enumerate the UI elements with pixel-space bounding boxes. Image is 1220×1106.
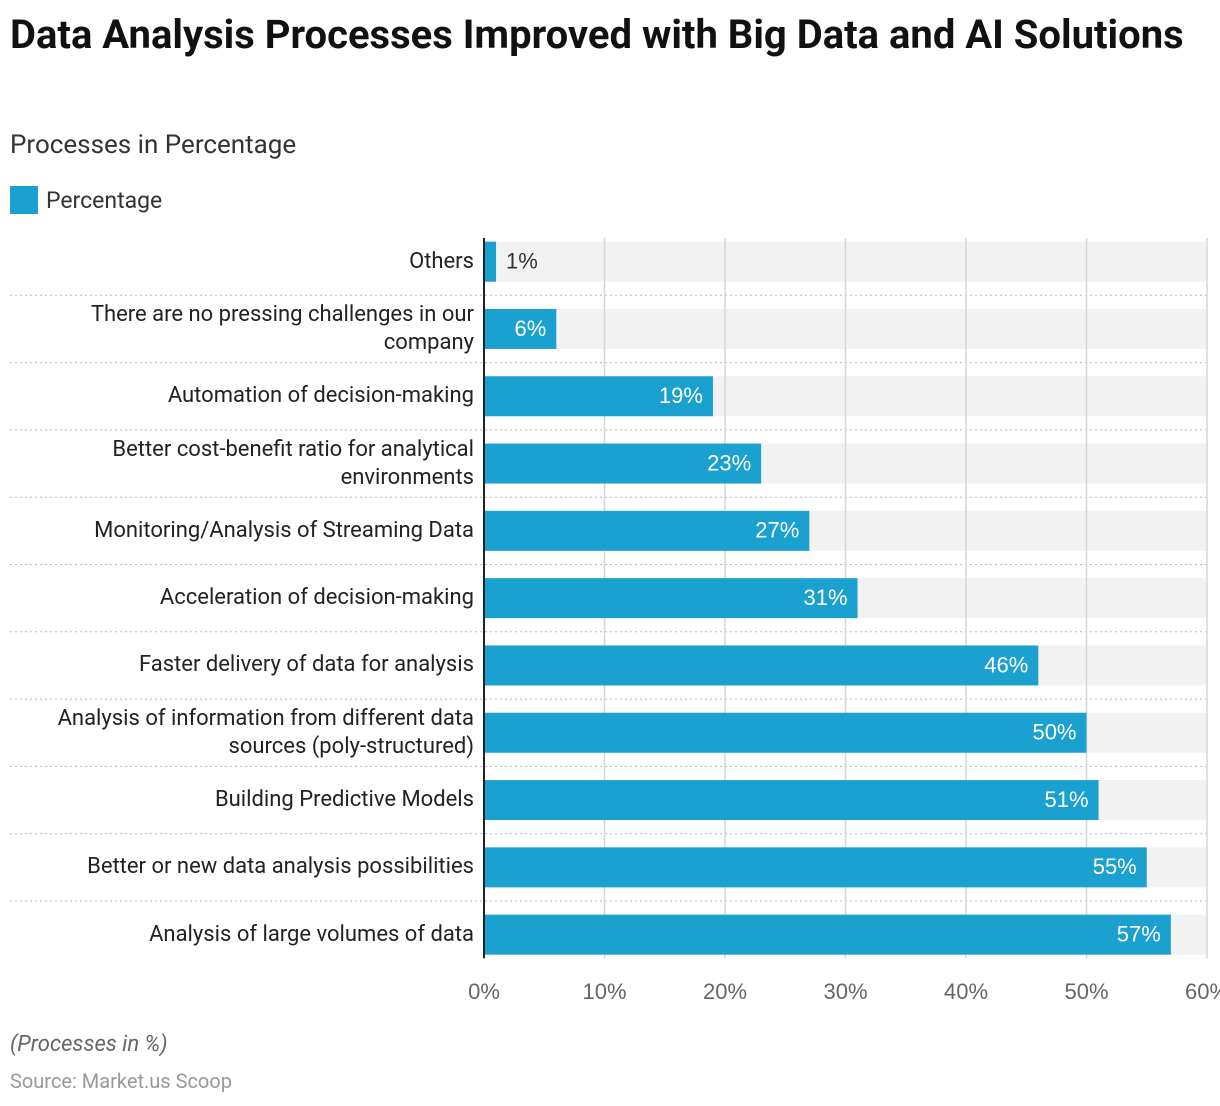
source: Source: Market.us Scoop [10, 1069, 232, 1093]
x-tick-label: 20% [703, 979, 747, 1004]
y-tick-label: Faster delivery of data for analysis [138, 652, 474, 678]
bar [484, 914, 1171, 955]
bar [484, 443, 762, 484]
legend: Percentage [10, 186, 162, 214]
y-tick-label: Better cost-benefit ratio for analytical… [112, 436, 474, 490]
value-label: 6% [515, 316, 547, 341]
legend-swatch [10, 186, 38, 214]
value-label: 1% [506, 248, 538, 273]
bar [484, 712, 1087, 753]
bar [484, 578, 858, 619]
chart-subtitle: Processes in Percentage [10, 130, 297, 160]
bar [484, 241, 497, 282]
x-tick-label: 30% [823, 979, 867, 1004]
note: (Processes in %) [10, 1032, 168, 1057]
x-tick-label: 60% [1185, 979, 1220, 1004]
y-tick-label: Monitoring/Analysis of Streaming Data [94, 517, 474, 543]
y-tick-label: Better or new data analysis possibilitie… [87, 854, 474, 880]
value-label: 27% [755, 518, 799, 543]
x-tick-label: 10% [582, 979, 626, 1004]
y-tick-label: Automation of decision-making [167, 383, 474, 409]
value-label: 55% [1093, 854, 1137, 879]
y-tick-label: Others [409, 248, 474, 274]
bar [484, 847, 1147, 888]
y-tick-label: Analysis of information from different d… [57, 705, 474, 759]
y-tick-label: There are no pressing challenges in our … [90, 301, 474, 355]
bar [484, 645, 1039, 686]
x-tick-label: 0% [468, 979, 500, 1004]
chart-title: Data Analysis Processes Improved with Bi… [10, 11, 1184, 58]
bar [484, 376, 713, 417]
bar [484, 780, 1099, 821]
value-label: 51% [1045, 787, 1089, 812]
x-tick-label: 50% [1064, 979, 1108, 1004]
legend-label: Percentage [46, 186, 163, 214]
y-tick-label: Analysis of large volumes of data [149, 921, 474, 947]
y-tick-label: Acceleration of decision-making [159, 585, 474, 611]
value-label: 19% [659, 383, 703, 408]
y-tick-label: Building Predictive Models [214, 787, 474, 813]
value-label: 46% [984, 652, 1028, 677]
x-tick-label: 40% [944, 979, 988, 1004]
value-label: 31% [804, 585, 848, 610]
value-label: 50% [1032, 720, 1076, 745]
value-label: 57% [1117, 921, 1161, 946]
value-label: 23% [707, 450, 751, 475]
bar [484, 308, 557, 349]
bar [484, 510, 810, 551]
